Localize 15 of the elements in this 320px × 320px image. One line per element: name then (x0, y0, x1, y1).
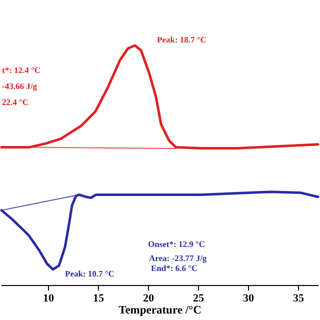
x-tick-label: 20 (143, 292, 154, 304)
annotation: 22.4 °C (2, 97, 29, 107)
annotation: End*: 6.6 °C (151, 263, 198, 273)
annotation: t*: 12.4 °C (2, 65, 41, 75)
x-tick-label: 35 (293, 292, 304, 304)
x-tick-label: 15 (93, 292, 104, 304)
annotation: -43.66 J/g (2, 81, 38, 91)
annotation: Area: -23.77 J/g (149, 253, 208, 263)
annotation: Onset*: 12.9 °C (148, 239, 205, 249)
x-tick-label: 30 (243, 292, 254, 304)
annotation: Peak: 10.7 °C (65, 268, 114, 278)
x-axis-title: Temperature /°C (118, 304, 202, 316)
annotation: Peak: 18.7 °C (157, 34, 206, 45)
x-tick-label: 10 (43, 292, 54, 304)
x-tick-label: 25 (193, 292, 204, 304)
